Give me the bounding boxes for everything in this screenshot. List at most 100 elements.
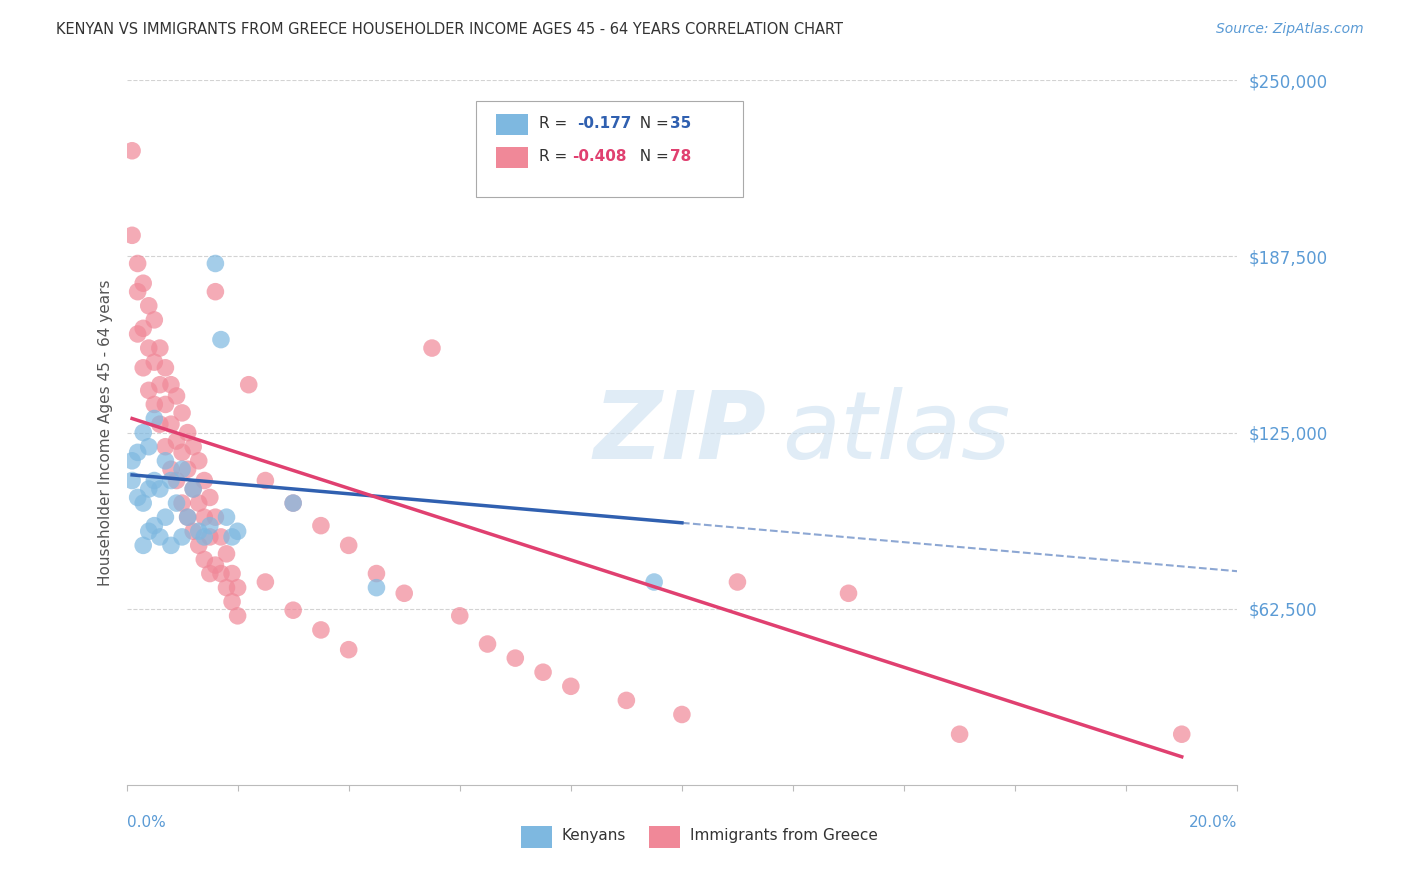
Point	[198, 491, 221, 505]
Text: N =: N =	[630, 149, 673, 164]
Point	[155, 454, 177, 468]
Bar	[496, 114, 527, 136]
Text: ZIP: ZIP	[593, 386, 766, 479]
Text: N =: N =	[630, 117, 673, 131]
Point	[215, 510, 238, 524]
Point	[204, 558, 226, 573]
Point	[138, 524, 160, 539]
Point	[138, 440, 160, 454]
Text: R =: R =	[538, 117, 576, 131]
Text: Immigrants from Greece: Immigrants from Greece	[690, 828, 877, 843]
Text: 35: 35	[669, 117, 690, 131]
Point	[127, 326, 149, 341]
Point	[149, 530, 172, 544]
Point	[838, 586, 860, 600]
Point	[193, 530, 215, 544]
Point	[121, 144, 143, 158]
Point	[209, 566, 232, 581]
Point	[226, 524, 249, 539]
Point	[181, 440, 204, 454]
Point	[155, 360, 177, 375]
Text: 0.0%: 0.0%	[127, 815, 166, 830]
Point	[614, 693, 637, 707]
Point	[121, 228, 143, 243]
Point	[215, 581, 238, 595]
Point	[198, 518, 221, 533]
Point	[209, 333, 232, 347]
Point	[309, 518, 332, 533]
Text: Kenyans: Kenyans	[562, 828, 626, 843]
Point	[172, 496, 194, 510]
Point	[209, 530, 232, 544]
Point	[204, 285, 226, 299]
Point	[337, 538, 360, 552]
Point	[226, 608, 249, 623]
Point	[187, 524, 209, 539]
Point	[181, 482, 204, 496]
Point	[254, 474, 277, 488]
Point	[155, 397, 177, 411]
Point	[143, 397, 166, 411]
Point	[121, 454, 143, 468]
Point	[160, 377, 183, 392]
Text: 78: 78	[669, 149, 690, 164]
Point	[193, 474, 215, 488]
FancyBboxPatch shape	[477, 102, 742, 196]
Y-axis label: Householder Income Ages 45 - 64 years: Householder Income Ages 45 - 64 years	[97, 279, 112, 586]
Point	[281, 603, 304, 617]
Point	[155, 510, 177, 524]
Point	[394, 586, 416, 600]
Point	[238, 377, 260, 392]
Point	[143, 355, 166, 369]
Point	[948, 727, 970, 741]
Point	[366, 581, 388, 595]
Bar	[648, 826, 679, 848]
Point	[449, 608, 471, 623]
Point	[172, 406, 194, 420]
Point	[187, 538, 209, 552]
Point	[643, 574, 665, 589]
Point	[477, 637, 499, 651]
Point	[366, 566, 388, 581]
Point	[181, 482, 204, 496]
Point	[127, 256, 149, 270]
Point	[149, 417, 172, 432]
Point	[172, 462, 194, 476]
Point	[727, 574, 749, 589]
Point	[172, 530, 194, 544]
Text: Source: ZipAtlas.com: Source: ZipAtlas.com	[1216, 22, 1364, 37]
Point	[149, 341, 172, 355]
Point	[132, 360, 155, 375]
Point	[221, 595, 243, 609]
Point	[166, 434, 188, 448]
Point	[187, 454, 209, 468]
Point	[671, 707, 693, 722]
Text: KENYAN VS IMMIGRANTS FROM GREECE HOUSEHOLDER INCOME AGES 45 - 64 YEARS CORRELATI: KENYAN VS IMMIGRANTS FROM GREECE HOUSEHO…	[56, 22, 844, 37]
Point	[198, 566, 221, 581]
Point	[132, 425, 155, 440]
Point	[138, 482, 160, 496]
Point	[176, 462, 198, 476]
Point	[160, 462, 183, 476]
Point	[254, 574, 277, 589]
Point	[172, 445, 194, 459]
Point	[138, 341, 160, 355]
Bar	[496, 147, 527, 169]
Point	[281, 496, 304, 510]
Point	[221, 530, 243, 544]
Point	[503, 651, 526, 665]
Point	[1170, 727, 1192, 741]
Point	[420, 341, 443, 355]
Point	[204, 256, 226, 270]
Point	[160, 417, 183, 432]
Text: -0.177: -0.177	[578, 117, 631, 131]
Point	[160, 538, 183, 552]
Point	[132, 277, 155, 291]
Text: 20.0%: 20.0%	[1189, 815, 1237, 830]
Text: R =: R =	[538, 149, 572, 164]
Point	[337, 642, 360, 657]
Point	[176, 425, 198, 440]
Point	[138, 384, 160, 398]
Point	[138, 299, 160, 313]
Point	[127, 491, 149, 505]
